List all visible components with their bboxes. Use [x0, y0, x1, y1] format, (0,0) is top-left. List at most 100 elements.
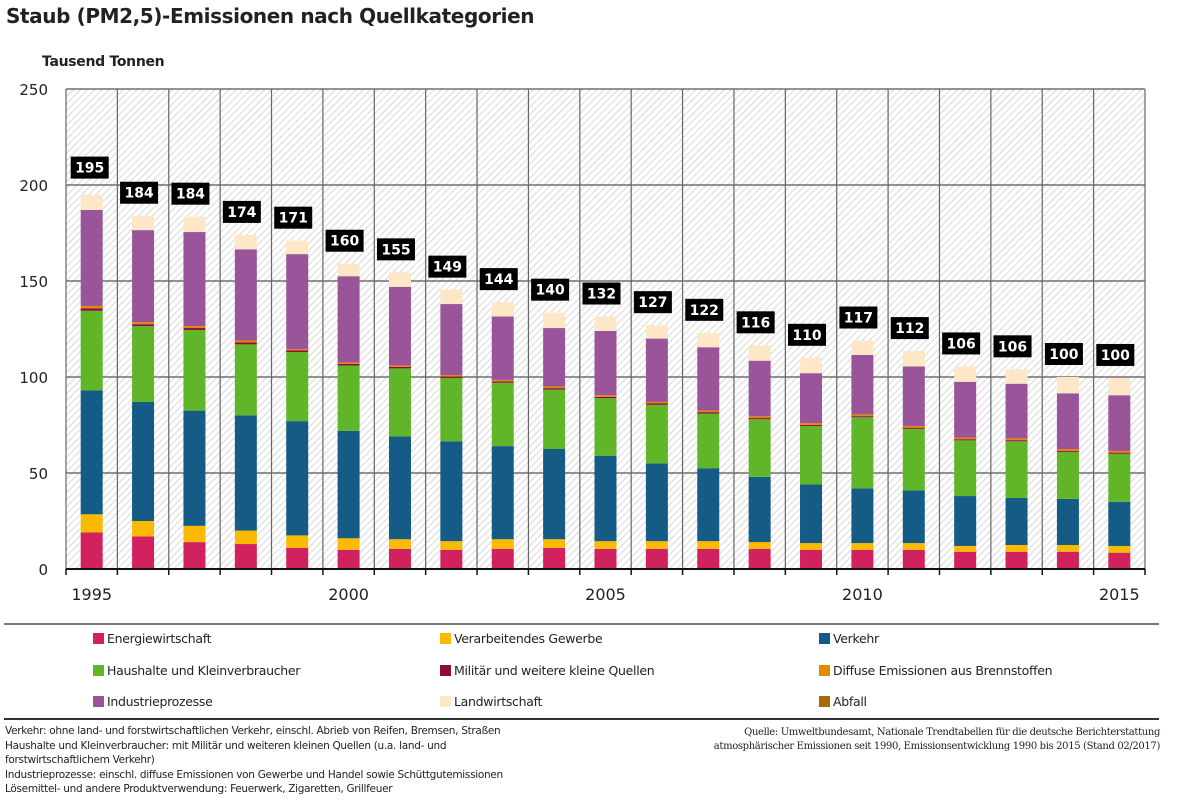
- legend-label: Industrieprozesse: [107, 694, 213, 709]
- bar-segment-militär-und-weitere-kleine-quellen: [851, 416, 874, 418]
- bar-segment-industrieprozesse: [800, 373, 823, 424]
- footnote-verkehr: Verkehr: ohne land- und forstwirtschaftl…: [5, 725, 501, 737]
- bar-segment-energiewirtschaft: [1056, 551, 1079, 569]
- legend-label: Landwirtschaft: [454, 694, 543, 709]
- bar-segment-haushalte-und-kleinverbraucher: [1108, 453, 1131, 502]
- bar-segment-diffuse-emissionen-aus-brennstoffen: [697, 410, 720, 413]
- total-labels: 195 184 184 174 171 160 155 149 144 140 132 127 122 1…: [70, 156, 1135, 366]
- total-label: 144: [484, 272, 513, 288]
- bar-segment-haushalte-und-kleinverbraucher: [1005, 441, 1028, 498]
- bar-segment-haushalte-und-kleinverbraucher: [388, 368, 411, 437]
- bar-segment-verkehr: [132, 401, 155, 521]
- axes: 0 50 100 150 200 250 1995 2000 2005 2010 2015: [19, 81, 1146, 604]
- total-label: 132: [587, 287, 616, 303]
- bar-segment-landwirtschaft: [954, 366, 977, 382]
- bar-segment-landwirtschaft: [388, 272, 411, 287]
- bar-segment-militär-und-weitere-kleine-quellen: [491, 381, 514, 383]
- bar-segment-diffuse-emissionen-aus-brennstoffen: [954, 437, 977, 440]
- bar-segment-energiewirtschaft: [954, 551, 977, 569]
- y-axis-unit-label: Tausend Tonnen: [42, 54, 165, 70]
- legend-swatch: [819, 633, 830, 644]
- total-label: 106: [947, 336, 976, 352]
- bar-segment-diffuse-emissionen-aus-brennstoffen: [132, 322, 155, 325]
- bar-segment-militär-und-weitere-kleine-quellen: [800, 424, 823, 426]
- total-label: 106: [998, 339, 1027, 355]
- total-label: 155: [381, 242, 410, 258]
- bar-segment-militär-und-weitere-kleine-quellen: [594, 396, 617, 399]
- bar-segment-energiewirtschaft: [645, 548, 668, 569]
- bar-segment-diffuse-emissionen-aus-brennstoffen: [1056, 449, 1079, 451]
- bar-segment-landwirtschaft: [1005, 369, 1028, 384]
- legend-item: Haushalte und Kleinverbraucher: [93, 663, 300, 678]
- bar-segment-diffuse-emissionen-aus-brennstoffen: [337, 362, 360, 364]
- bar-segment-landwirtschaft: [132, 215, 155, 231]
- bar-segment-militär-und-weitere-kleine-quellen: [132, 324, 155, 327]
- legend-item: Diffuse Emissionen aus Brennstoffen: [819, 663, 1053, 678]
- total-label: 174: [227, 205, 256, 221]
- legend-item: Abfall: [819, 694, 867, 709]
- total-label-box: [993, 335, 1032, 358]
- total-label-box: [376, 238, 415, 261]
- bar-segment-energiewirtschaft: [183, 542, 206, 569]
- bar-segment-energiewirtschaft: [697, 548, 720, 569]
- bar-segment-verkehr: [1005, 497, 1028, 545]
- bar-segment-industrieprozesse: [337, 276, 360, 363]
- bar-segment-verkehr: [954, 496, 977, 546]
- bar-segment-energiewirtschaft: [594, 548, 617, 569]
- bar-segment-verkehr: [800, 484, 823, 544]
- x-tick-label: 2000: [328, 585, 369, 604]
- bar-segment-energiewirtschaft: [1005, 551, 1028, 569]
- bar-segment-diffuse-emissionen-aus-brennstoffen: [645, 401, 668, 404]
- total-label-box: [531, 278, 570, 301]
- bar-segment-verarbeitendes-gewerbe: [1056, 545, 1079, 552]
- total-label-box: [428, 255, 467, 278]
- bar-segment-industrieprozesse: [183, 232, 206, 327]
- total-label-box: [633, 291, 672, 314]
- legend-label: Militär und weitere kleine Quellen: [454, 663, 655, 678]
- total-label-box: [942, 332, 981, 355]
- footnote-loesemittel: Lösemittel- und andere Produktverwendung…: [5, 783, 393, 795]
- total-label: 160: [330, 234, 359, 250]
- legend-item: Energiewirtschaft: [93, 631, 212, 646]
- bar-segment-verkehr: [234, 415, 257, 531]
- bar-segment-verkehr: [388, 436, 411, 540]
- legend-item: Landwirtschaft: [440, 694, 542, 709]
- bar-segment-industrieprozesse: [286, 254, 309, 350]
- bar-segment-industrieprozesse: [748, 360, 771, 417]
- total-label-box: [839, 306, 878, 329]
- legend-swatch: [93, 665, 104, 676]
- total-label-box: [222, 200, 261, 223]
- footnote-industrie: Industrieprozesse: einschl. diffuse Emis…: [5, 768, 503, 781]
- legend-swatch: [440, 696, 451, 707]
- bar-segment-verkehr: [902, 490, 925, 544]
- bar-segment-verkehr: [594, 455, 617, 542]
- total-label-box: [1096, 343, 1135, 366]
- bar-segment-haushalte-und-kleinverbraucher: [543, 389, 566, 449]
- bar-segment-diffuse-emissionen-aus-brennstoffen: [800, 423, 823, 425]
- bar-segment-verkehr: [851, 488, 874, 544]
- bar-segment-diffuse-emissionen-aus-brennstoffen: [440, 375, 463, 377]
- bar-segment-industrieprozesse: [388, 286, 411, 366]
- total-label: 171: [279, 211, 308, 227]
- bar-segment-energiewirtschaft: [1108, 552, 1131, 569]
- bar-segment-diffuse-emissionen-aus-brennstoffen: [491, 379, 514, 382]
- y-tick-label: 50: [29, 465, 48, 483]
- footnotes: Verkehr: ohne land- und forstwirtschaftl…: [5, 724, 565, 797]
- x-tick-label: 2015: [1099, 585, 1140, 604]
- legend-item: Verkehr: [819, 631, 879, 646]
- bar-segment-diffuse-emissionen-aus-brennstoffen: [1108, 450, 1131, 453]
- bar-segment-diffuse-emissionen-aus-brennstoffen: [543, 386, 566, 389]
- bar-segment-verkehr: [748, 476, 771, 543]
- bar-segment-haushalte-und-kleinverbraucher: [132, 326, 155, 402]
- bar-segment-landwirtschaft: [440, 289, 463, 305]
- bar-segment-militär-und-weitere-kleine-quellen: [902, 427, 925, 429]
- bar-segment-verkehr: [543, 449, 566, 540]
- legend-swatch: [93, 633, 104, 644]
- bar-segment-energiewirtschaft: [491, 548, 514, 569]
- source-line-2: atmosphärischer Emissionen seit 1990, Em…: [713, 741, 1161, 752]
- bar-segment-landwirtschaft: [1108, 377, 1131, 396]
- bar-segment-verarbeitendes-gewerbe: [594, 541, 617, 549]
- bar-segment-militär-und-weitere-kleine-quellen: [697, 412, 720, 414]
- bar-segment-landwirtschaft: [183, 216, 206, 233]
- bar-segment-diffuse-emissionen-aus-brennstoffen: [902, 425, 925, 428]
